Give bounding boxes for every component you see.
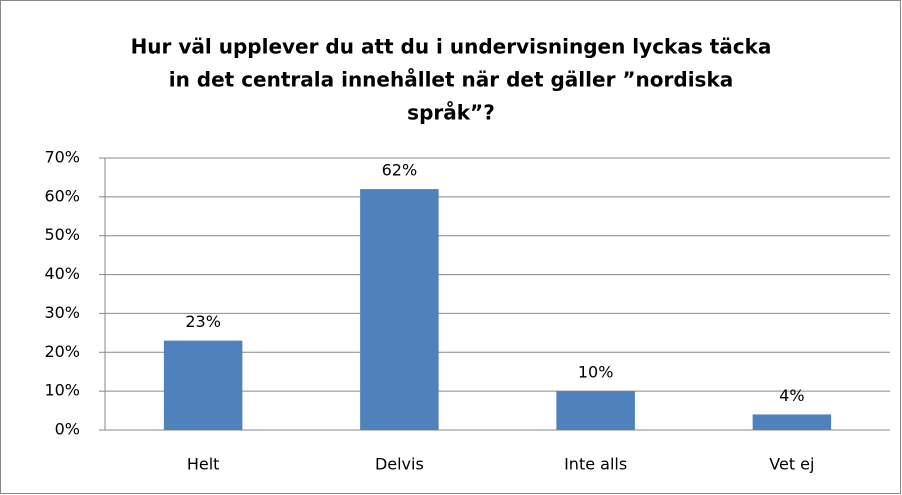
- y-tick-label: 30%: [44, 303, 80, 322]
- chart-title: Hur väl upplever du att du i undervisnin…: [131, 35, 772, 59]
- x-tick-label: Helt: [187, 455, 220, 474]
- x-tick-label: Delvis: [375, 455, 424, 474]
- y-tick-label: 70%: [44, 148, 80, 167]
- value-label: 23%: [185, 312, 221, 331]
- chart-title: in det centrala innehållet när det gälle…: [169, 68, 734, 92]
- x-tick-label: Inte alls: [564, 455, 627, 474]
- x-tick-label: Vet ej: [769, 455, 814, 474]
- y-tick-label: 60%: [44, 186, 80, 205]
- y-tick-label: 10%: [44, 381, 80, 400]
- bar: [163, 340, 243, 430]
- y-tick-label: 20%: [44, 342, 80, 361]
- bar: [556, 391, 635, 430]
- bar: [360, 189, 439, 430]
- value-label: 10%: [578, 363, 614, 382]
- y-tick-label: 50%: [44, 225, 80, 244]
- bar: [752, 414, 832, 430]
- chart-title: språk”?: [407, 101, 495, 125]
- value-label: 4%: [779, 386, 804, 405]
- value-label: 62%: [382, 161, 418, 180]
- y-tick-label: 40%: [44, 264, 80, 283]
- y-tick-label: 0%: [55, 420, 80, 439]
